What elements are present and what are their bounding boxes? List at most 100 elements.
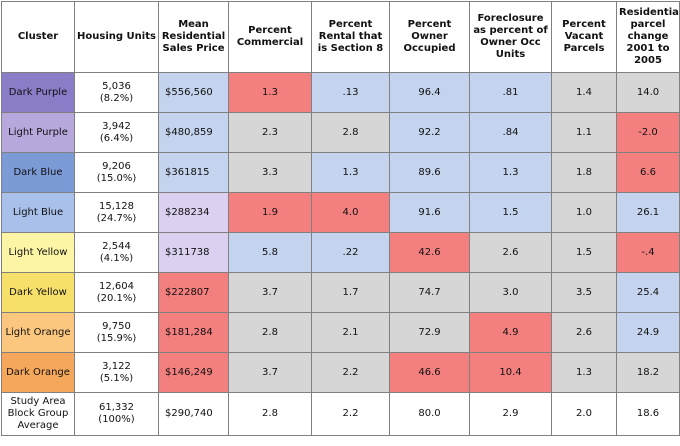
header-cluster: Cluster — [1, 1, 75, 73]
housing-units-percent: (15.0%) — [96, 172, 137, 184]
percent-vacant-cell: 1.3 — [551, 352, 617, 393]
percent-owner-occupied-cell: 96.4 — [389, 72, 470, 113]
parcel-change-cell: 18.6 — [616, 392, 680, 436]
housing-units-cell: 5,036 (8.2%) — [74, 72, 159, 113]
housing-units-count: 12,604 — [99, 280, 134, 292]
parcel-change-cell: 26.1 — [616, 192, 680, 233]
housing-units-percent: (5.1%) — [99, 372, 134, 384]
percent-section-8-cell: .13 — [311, 72, 390, 113]
housing-units-percent: (4.1%) — [99, 252, 134, 264]
cluster-name-cell: Dark Orange — [1, 352, 75, 393]
mean-sales-price-cell: $556,560 — [158, 72, 229, 113]
header-parcel-change: Residential parcel change 2001 to 2005 — [616, 1, 680, 73]
housing-units-count: 2,544 — [102, 240, 131, 252]
mean-sales-price-cell: $311738 — [158, 232, 229, 273]
foreclosure-percent-cell: .84 — [469, 112, 552, 153]
cluster-name-cell: Light Purple — [1, 112, 75, 153]
parcel-change-cell: -2.0 — [616, 112, 680, 153]
cluster-name-cell: Dark Purple — [1, 72, 75, 113]
percent-vacant-cell: 1.5 — [551, 232, 617, 273]
table-row: Dark Blue 9,206 (15.0%) $361815 3.3 1.3 89.6 1.… — [1, 152, 680, 193]
percent-section-8-cell: 1.3 — [311, 152, 390, 193]
header-percent-section-8: Percent Rental that is Section 8 — [311, 1, 390, 73]
cluster-name-cell: Light Blue — [1, 192, 75, 233]
foreclosure-percent-cell: 1.5 — [469, 192, 552, 233]
percent-vacant-cell: 2.6 — [551, 312, 617, 353]
table-row: Light Orange 9,750 (15.9%) $181,284 2.8 2.1 72… — [1, 312, 680, 353]
mean-sales-price-cell: $222807 — [158, 272, 229, 313]
table-row: Dark Yellow 12,604 (20.1%) $222807 3.7 1.7 74.… — [1, 272, 680, 313]
housing-units-cell: 15,128 (24.7%) — [74, 192, 159, 233]
header-percent-vacant: Percent Vacant Parcels — [551, 1, 617, 73]
housing-units-cell: 3,122 (5.1%) — [74, 352, 159, 393]
table-body: Dark Purple 5,036 (8.2%) $556,560 1.3.13 96.4… — [1, 72, 680, 436]
percent-commercial-cell: 3.7 — [228, 352, 312, 393]
table-row: Dark Purple 5,036 (8.2%) $556,560 1.3.13 96.4… — [1, 72, 680, 113]
housing-units-count: 15,128 — [99, 200, 134, 212]
percent-section-8-cell: .22 — [311, 232, 390, 273]
table-row: Light Purple 3,942 (6.4%) $480,859 2.3 2.8 92.… — [1, 112, 680, 153]
housing-units-percent: (20.1%) — [96, 292, 137, 304]
parcel-change-cell: 18.2 — [616, 352, 680, 393]
housing-units-cell: 3,942 (6.4%) — [74, 112, 159, 153]
percent-vacant-cell: 1.4 — [551, 72, 617, 113]
table-row: Light Yellow 2,544 (4.1%) $311738 5.8.22 42.6… — [1, 232, 680, 273]
parcel-change-cell: 24.9 — [616, 312, 680, 353]
parcel-change-cell: 14.0 — [616, 72, 680, 113]
percent-section-8-cell: 2.1 — [311, 312, 390, 353]
housing-units-count: 9,206 — [102, 160, 131, 172]
percent-commercial-cell: 2.3 — [228, 112, 312, 153]
housing-units-cell: 61,332 (100%) — [74, 392, 159, 436]
percent-owner-occupied-cell: 74.7 — [389, 272, 470, 313]
percent-owner-occupied-cell: 46.6 — [389, 352, 470, 393]
mean-sales-price-cell: $146,249 — [158, 352, 229, 393]
percent-vacant-cell: 3.5 — [551, 272, 617, 313]
percent-section-8-cell: 2.2 — [311, 392, 390, 436]
summary-row: Study Area Block Group Average 61,332 (100… — [1, 392, 680, 436]
foreclosure-percent-cell: 1.3 — [469, 152, 552, 193]
percent-owner-occupied-cell: 89.6 — [389, 152, 470, 193]
housing-units-percent: (24.7%) — [96, 212, 137, 224]
header-foreclosure-percent: Foreclosure as percent of Owner Occ Unit… — [469, 1, 552, 73]
housing-units-cell: 9,750 (15.9%) — [74, 312, 159, 353]
foreclosure-percent-cell: 10.4 — [469, 352, 552, 393]
foreclosure-percent-cell: 4.9 — [469, 312, 552, 353]
cluster-name-cell: Light Yellow — [1, 232, 75, 273]
housing-units-percent: (6.4%) — [99, 132, 134, 144]
cluster-name-cell: Dark Blue — [1, 152, 75, 193]
housing-units-count: 61,332 — [99, 402, 134, 413]
header-percent-owner-occupied: Percent Owner Occupied — [389, 1, 470, 73]
percent-commercial-cell: 2.8 — [228, 312, 312, 353]
cluster-name-cell: Study Area Block Group Average — [1, 392, 75, 436]
percent-vacant-cell: 2.0 — [551, 392, 617, 436]
housing-units-percent: (15.9%) — [96, 332, 137, 344]
housing-units-percent: (100%) — [98, 414, 135, 425]
foreclosure-percent-cell: .81 — [469, 72, 552, 113]
mean-sales-price-cell: $288234 — [158, 192, 229, 233]
housing-units-percent: (8.2%) — [99, 92, 134, 104]
percent-owner-occupied-cell: 92.2 — [389, 112, 470, 153]
mean-sales-price-cell: $290,740 — [158, 392, 229, 436]
housing-units-count: 3,942 — [102, 120, 131, 132]
percent-vacant-cell: 1.0 — [551, 192, 617, 233]
foreclosure-percent-cell: 3.0 — [469, 272, 552, 313]
header-housing-units: Housing Units — [74, 1, 159, 73]
percent-owner-occupied-cell: 91.6 — [389, 192, 470, 233]
mean-sales-price-cell: $181,284 — [158, 312, 229, 353]
percent-owner-occupied-cell: 80.0 — [389, 392, 470, 436]
housing-units-count: 9,750 — [102, 320, 131, 332]
foreclosure-percent-cell: 2.9 — [469, 392, 552, 436]
housing-units-count: 5,036 — [102, 80, 131, 92]
percent-commercial-cell: 5.8 — [228, 232, 312, 273]
percent-section-8-cell: 2.2 — [311, 352, 390, 393]
percent-section-8-cell: 4.0 — [311, 192, 390, 233]
mean-sales-price-cell: $361815 — [158, 152, 229, 193]
percent-commercial-cell: 2.8 — [228, 392, 312, 436]
parcel-change-cell: 6.6 — [616, 152, 680, 193]
parcel-change-cell: -.4 — [616, 232, 680, 273]
cluster-name-cell: Light Orange — [1, 312, 75, 353]
table-row: Dark Orange 3,122 (5.1%) $146,249 3.7 2.2 46.6… — [1, 352, 680, 393]
table-row: Light Blue 15,128 (24.7%) $288234 1.9 4.0 91.6… — [1, 192, 680, 233]
percent-commercial-cell: 3.7 — [228, 272, 312, 313]
housing-units-cell: 9,206 (15.0%) — [74, 152, 159, 193]
